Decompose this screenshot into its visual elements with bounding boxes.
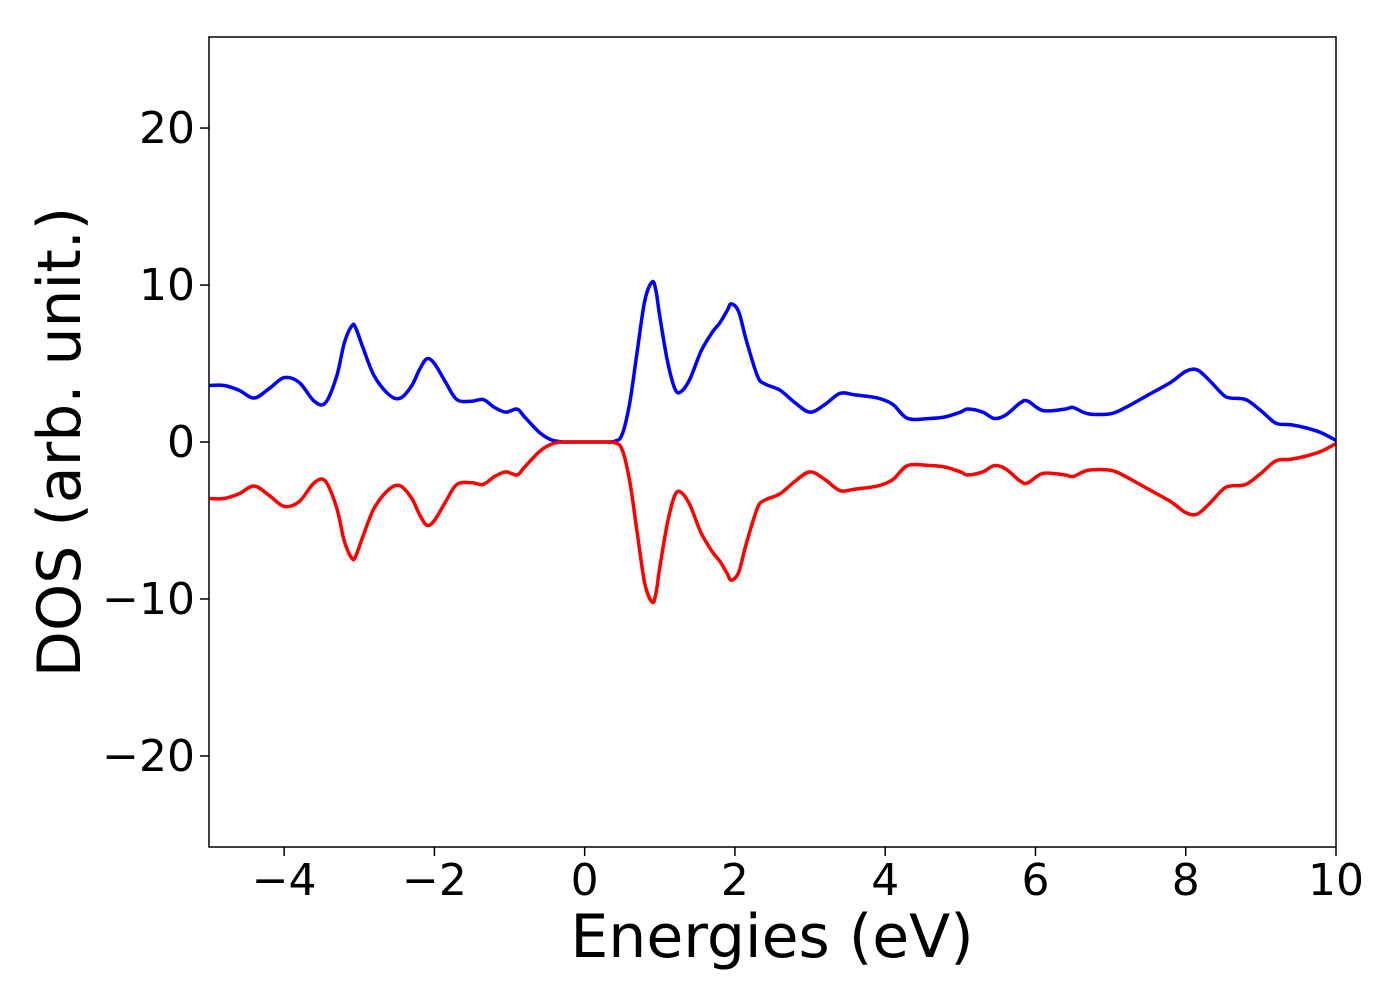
series-layer [208, 279, 1337, 605]
x-tick-label: 6 [1021, 855, 1049, 906]
y-ticks: −20 −10 0 10 20 [102, 103, 209, 782]
y-tick-label: −20 [102, 731, 195, 782]
x-axis-label: Energies (eV) [570, 902, 973, 972]
x-tick-label: 2 [721, 855, 749, 906]
y-tick-label: 10 [139, 260, 195, 311]
x-tick-label: −2 [402, 855, 467, 906]
x-tick-label: 10 [1308, 855, 1364, 906]
series-line-0 [208, 279, 1337, 444]
x-ticks: −4 −2 0 2 4 6 8 10 [252, 847, 1364, 906]
plot-frame [208, 36, 1337, 848]
series-line-1 [208, 440, 1337, 605]
y-tick-label: 0 [167, 417, 195, 468]
y-tick-label: −10 [102, 574, 195, 625]
x-tick-label: 4 [871, 855, 899, 906]
y-axis-label: DOS (arb. unit.) [25, 207, 95, 677]
x-tick-label: −4 [252, 855, 317, 906]
y-tick-label: 20 [139, 103, 195, 154]
x-tick-label: 0 [571, 855, 599, 906]
x-tick-label: 8 [1172, 855, 1200, 906]
